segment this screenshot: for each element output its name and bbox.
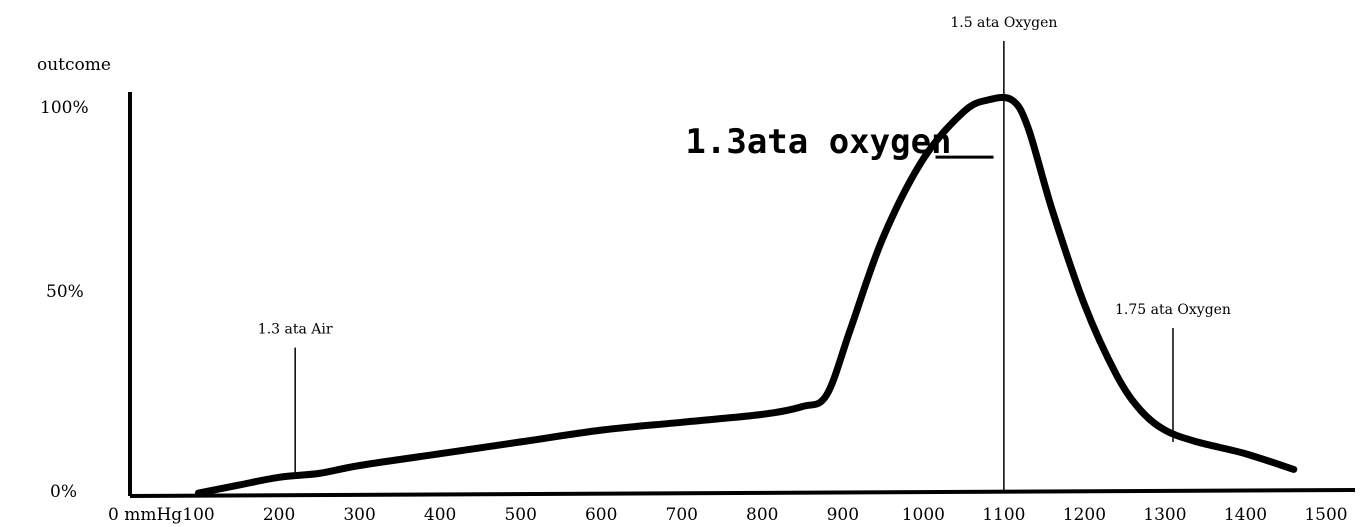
x-tick-label: 0 mmHg — [108, 505, 182, 525]
x-axis — [129, 488, 1356, 498]
x-tick-label: 1400 — [1224, 505, 1267, 525]
x-tick-label: 600 — [585, 505, 617, 525]
annotation-label: 1.5 ata Oxygen — [950, 15, 1057, 31]
x-tick-label: 1100 — [982, 505, 1025, 525]
annotation-label-large: 1.3ata oxygen — [685, 122, 951, 162]
x-tick-label: 900 — [827, 505, 859, 525]
x-tick-label: 800 — [746, 505, 778, 525]
annotation-label: 1.75 ata Oxygen — [1115, 302, 1231, 318]
x-tick-label: 1200 — [1063, 505, 1106, 525]
y-tick-label: 0% — [50, 482, 77, 502]
x-tick-label: 100 — [182, 505, 214, 525]
x-tick-label: 1000 — [902, 505, 945, 525]
x-tick-label: 300 — [343, 505, 375, 525]
x-tick-label: 500 — [504, 505, 536, 525]
x-tick-labels: 0 mmHg 100 200 300 400 500 600 700 800 900 1000 110… — [108, 505, 1348, 525]
y-tick-label: 100% — [40, 98, 89, 118]
annotations: 1.3 ata Air 1.5 ata Oxygen 1.75 ata Oxygen… — [258, 15, 1231, 493]
x-tick-label: 400 — [424, 505, 456, 525]
annotation-label: 1.3 ata Air — [258, 322, 333, 338]
x-tick-label: 1300 — [1143, 505, 1186, 525]
x-tick-label: 200 — [263, 505, 295, 525]
x-tick-label: 700 — [666, 505, 698, 525]
y-axis-title: outcome — [37, 55, 111, 75]
y-tick-label: 50% — [46, 282, 84, 302]
x-tick-label: 1500 — [1304, 505, 1347, 525]
series-line — [195, 93, 1298, 497]
